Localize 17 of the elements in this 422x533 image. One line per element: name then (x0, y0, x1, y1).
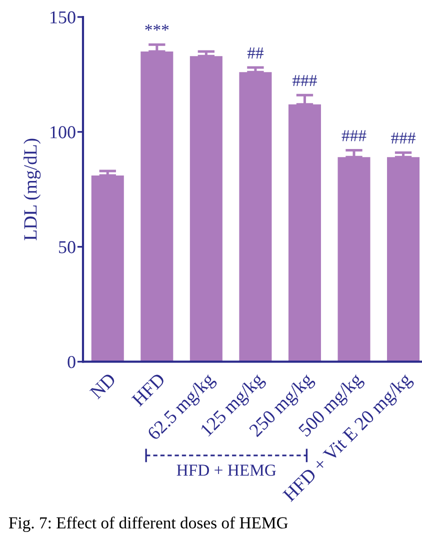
bar (239, 72, 272, 362)
annotation: ## (247, 48, 264, 58)
bar (91, 176, 124, 362)
caption: Fig. 7: Effect of different doses of HEMG (8, 516, 288, 532)
y-tick-label: 0 (68, 356, 76, 368)
annotation: ### (342, 130, 366, 142)
y-axis-title: LDL (mg/dL) (24, 138, 41, 240)
x-tick-label: ND (89, 372, 116, 400)
annotation: ### (391, 132, 416, 144)
annotation: *** (145, 24, 169, 31)
text: HFD + HEMG (176, 464, 276, 476)
y-tick-label: 100 (50, 126, 76, 138)
y-tick-label: 50 (59, 241, 76, 254)
bar (387, 157, 420, 362)
annotation: ### (292, 75, 317, 86)
bar (190, 56, 222, 362)
y-tick-label: 150 (50, 11, 76, 24)
